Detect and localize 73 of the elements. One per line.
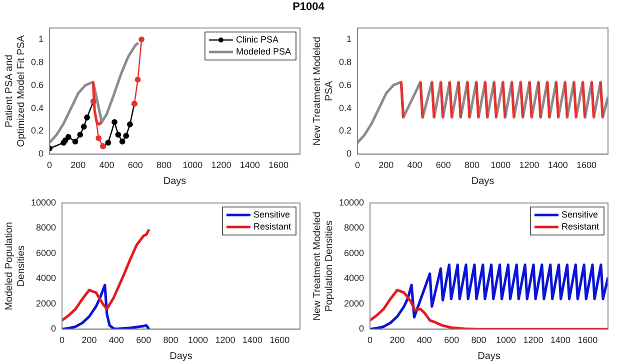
x-tick-label: 200 xyxy=(378,160,394,170)
x-tick-label: 800 xyxy=(163,335,178,346)
x-tick-label: 1200 xyxy=(215,335,236,346)
x-tick-label: 1600 xyxy=(576,160,597,170)
x-tick-label: 200 xyxy=(390,335,405,346)
legend-label: Sensitive xyxy=(253,209,290,220)
y-tick-label: 0.2 xyxy=(30,126,44,136)
y-tick-label: 6000 xyxy=(36,248,56,258)
y-tick-label: 0.8 xyxy=(338,56,352,67)
legend-label: Resistant xyxy=(561,221,600,232)
x-tick-label: 1200 xyxy=(523,335,544,346)
y-tick-label: 0.6 xyxy=(30,80,44,90)
y-tick-label: 1 xyxy=(38,34,44,44)
x-tick-label: 1000 xyxy=(496,335,516,346)
y-tick-label: 4000 xyxy=(344,273,364,284)
x-tick-label: 1600 xyxy=(270,335,290,346)
y-tick-label: 10000 xyxy=(338,197,364,208)
x-axis-title: Days xyxy=(170,350,192,362)
y-tick-label: 0.2 xyxy=(338,126,352,136)
x-tick-label: 1200 xyxy=(211,160,232,170)
y-tick-label: 2000 xyxy=(36,298,56,308)
y-tick-label: 10000 xyxy=(30,197,56,208)
y-tick-label: 0.8 xyxy=(30,56,44,67)
legend-label: Sensitive xyxy=(561,209,598,220)
x-tick-label: 800 xyxy=(156,160,172,170)
x-tick-label: 600 xyxy=(136,335,152,346)
x-tick-label: 0 xyxy=(60,335,65,346)
y-axis-title: Modeled Population Densities xyxy=(4,222,27,310)
x-tick-label: 400 xyxy=(99,160,114,170)
x-tick-label: 800 xyxy=(464,160,480,170)
y-tick-label: 0 xyxy=(359,324,364,334)
legend-label: Modeled PSA xyxy=(236,46,292,56)
y-tick-label: 2000 xyxy=(344,298,364,308)
x-tick-label: 1400 xyxy=(550,335,570,346)
legend-label: Resistant xyxy=(253,221,292,232)
x-tick-label: 1400 xyxy=(240,160,260,170)
x-tick-label: 0 xyxy=(368,335,373,346)
x-tick-label: 200 xyxy=(82,335,97,346)
y-axis-title: New Treatment Modeled PSA xyxy=(312,36,335,146)
legend-label: Clinic PSA xyxy=(236,34,278,44)
x-tick-label: 600 xyxy=(128,160,143,170)
chart-title: P1004 xyxy=(292,0,326,14)
x-axis-title: Days xyxy=(471,176,494,187)
x-tick-label: 1600 xyxy=(268,160,289,170)
x-tick-label: 600 xyxy=(444,335,460,346)
x-tick-label: 400 xyxy=(416,335,432,346)
y-tick-label: 8000 xyxy=(344,222,364,233)
y-tick-label: 4000 xyxy=(36,273,56,284)
y-tick-label: 0.6 xyxy=(338,80,352,90)
y-tick-label: 1 xyxy=(346,34,352,44)
x-tick-label: 1000 xyxy=(490,160,511,170)
x-axis-title: Days xyxy=(478,350,500,362)
y-tick-label: 0 xyxy=(51,324,56,334)
y-tick-label: 6000 xyxy=(344,248,364,258)
y-tick-label: 0 xyxy=(38,148,44,159)
x-tick-label: 400 xyxy=(407,160,422,170)
y-tick-label: 0.4 xyxy=(338,102,352,113)
x-tick-label: 1400 xyxy=(242,335,262,346)
y-axis-title: New Treatment Modeled Population Densities xyxy=(312,212,335,321)
y-tick-label: 8000 xyxy=(36,222,56,233)
x-tick-label: 600 xyxy=(436,160,451,170)
x-tick-label: 1400 xyxy=(548,160,568,170)
x-tick-label: 400 xyxy=(108,335,124,346)
y-tick-label: 0.4 xyxy=(30,102,44,113)
x-tick-label: 1200 xyxy=(519,160,540,170)
x-tick-label: 200 xyxy=(70,160,86,170)
x-tick-label: 800 xyxy=(471,335,486,346)
x-axis-title: Days xyxy=(163,176,186,187)
x-tick-label: 1600 xyxy=(578,335,598,346)
y-axis-title: Patient PSA and Optimized Model Fit PSA xyxy=(4,34,27,147)
x-tick-label: 1000 xyxy=(188,335,208,346)
y-tick-label: 0 xyxy=(346,148,352,159)
x-tick-label: 1000 xyxy=(182,160,203,170)
